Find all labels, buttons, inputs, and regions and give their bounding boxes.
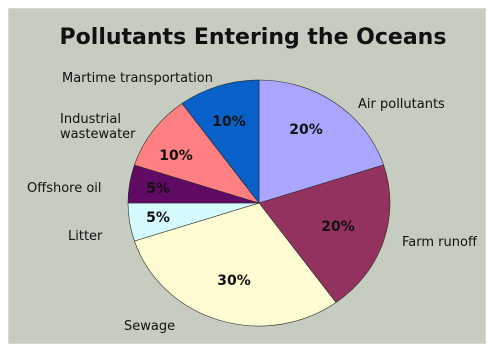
slice-label-offshore-oil: Offshore oil	[27, 181, 102, 196]
slice-value-sewage: 30%	[217, 273, 251, 289]
slice-label-air-pollutants: Air pollutants	[358, 97, 445, 112]
pie-slice-martime-transportation	[181, 79, 260, 204]
slice-value-litter: 5%	[146, 210, 170, 226]
slice-value-offshore-oil: 5%	[146, 181, 170, 197]
slice-value-air-pollutants: 20%	[289, 122, 323, 138]
slice-value-martime-transportation: 10%	[212, 114, 246, 130]
slice-value-farm-runoff: 20%	[321, 219, 355, 235]
pie-slice-farm-runoff	[258, 164, 391, 303]
slice-label-litter: Litter	[68, 229, 103, 244]
chart-title: Pollutants Entering the Oceans	[60, 25, 447, 50]
slice-label-martime-transportation: Martime transportation	[62, 71, 213, 86]
slice-label-industrial-wastewater: Industrial wastewater	[60, 112, 136, 142]
pie-slice-air-pollutants	[258, 79, 384, 204]
slice-value-industrial-wastewater: 10%	[159, 148, 193, 164]
slice-label-farm-runoff: Farm runoff	[402, 235, 478, 250]
pie-slice-industrial-wastewater	[134, 103, 260, 204]
slice-label-sewage: Sewage	[124, 319, 175, 334]
pie-slice-sewage	[134, 202, 337, 327]
